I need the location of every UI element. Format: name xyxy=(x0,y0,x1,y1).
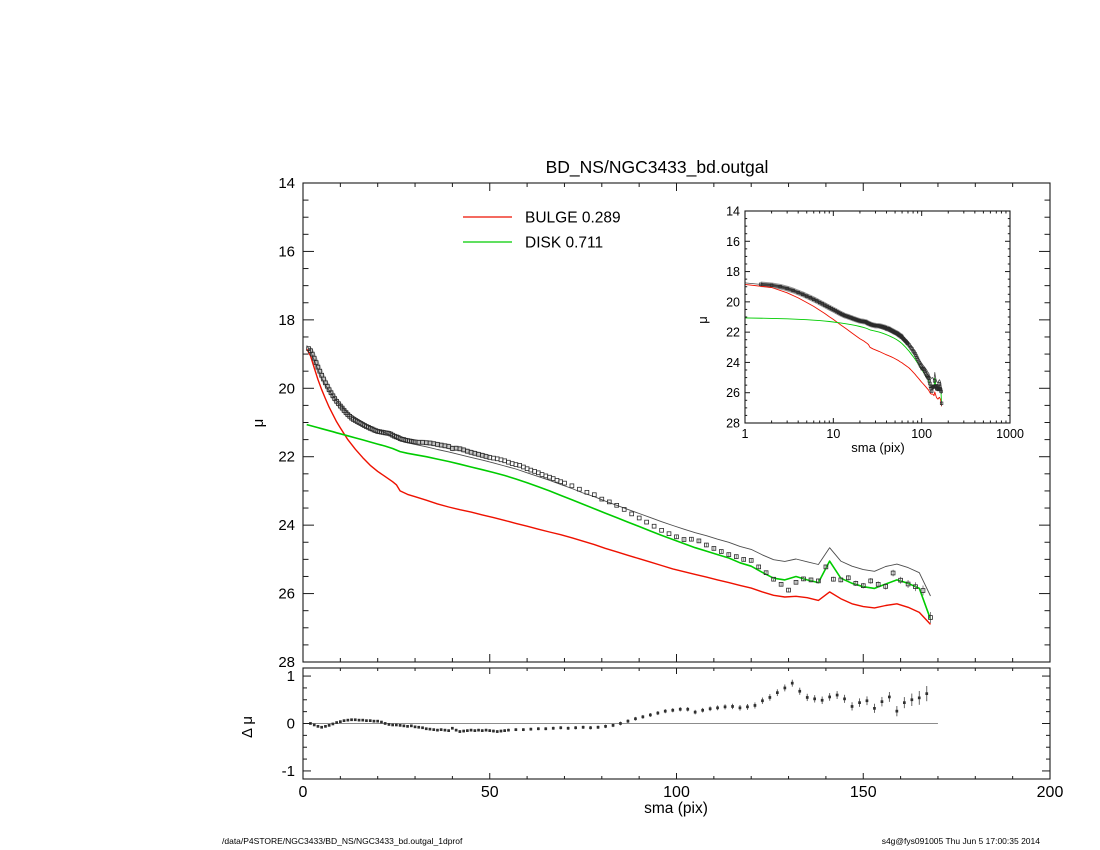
inset-x-tick-label: 1000 xyxy=(996,427,1024,441)
footer-user-timestamp: s4g@fys091005 Thu Jun 5 17:00:35 2014 xyxy=(882,836,1041,846)
observed-points xyxy=(306,346,933,620)
residual-y-axis-label: Δ μ xyxy=(239,716,256,738)
x-tick-label: 50 xyxy=(481,784,499,801)
main-y-axis-label: μ xyxy=(250,419,267,428)
plot-title: BD_NS/NGC3433_bd.outgal xyxy=(546,157,769,178)
main-y-tick-label: 16 xyxy=(278,243,295,260)
footer-file-path: /data/P4STORE/NGC3433/BD_NS/NGC3433_bd.o… xyxy=(222,836,463,846)
residual-y-tick-label: 1 xyxy=(287,668,295,685)
main-y-tick-label: 22 xyxy=(278,449,295,466)
residual-plot: 10-10 50 100 150 200 xyxy=(282,667,1064,801)
residual-y-tick-label: -1 xyxy=(282,763,295,780)
residual-points xyxy=(309,681,929,733)
x-tick-label: 100 xyxy=(663,784,690,801)
inset-y-tick-label: 16 xyxy=(726,235,740,249)
main-y-tick-label: 18 xyxy=(278,312,295,329)
main-y-tick-label: 28 xyxy=(278,654,295,671)
inset-y-tick-label: 18 xyxy=(726,265,740,279)
inset-y-tick-label: 14 xyxy=(726,205,740,219)
inset-y-tick-label: 28 xyxy=(726,417,740,431)
inset-y-tick-label: 24 xyxy=(726,356,740,370)
legend-disk-label: DISK 0.711 xyxy=(525,235,603,252)
x-tick-label: 0 xyxy=(299,784,308,801)
inset-observed-points xyxy=(758,282,944,405)
inset-x-tick-label: 10 xyxy=(826,427,840,441)
residual-y-tick-label: 0 xyxy=(287,716,295,733)
x-tick-label: 150 xyxy=(850,784,877,801)
main-y-tick-label: 26 xyxy=(278,586,295,603)
inset-plot: 14 16 18 20 22 24 26 281 10 100 1000 xyxy=(726,205,1024,442)
main-plot: 14 16 18 20 22 24 26 28 xyxy=(278,175,1051,671)
x-axis-label: sma (pix) xyxy=(644,800,708,817)
inset-x-tick-label: 100 xyxy=(911,427,932,441)
main-y-tick-label: 24 xyxy=(278,517,295,534)
inset-y-tick-label: 20 xyxy=(726,295,740,309)
inset-x-tick-label: 1 xyxy=(742,427,749,441)
disk-line xyxy=(306,423,932,620)
main-y-tick-label: 14 xyxy=(278,175,295,192)
total-model-line xyxy=(306,345,931,597)
main-y-tick-label: 20 xyxy=(278,380,295,397)
inset-y-tick-label: 22 xyxy=(726,326,740,340)
inset-y-axis-label: μ xyxy=(695,316,710,324)
bulge-line xyxy=(306,348,932,625)
legend: BULGE 0.289 DISK 0.711 xyxy=(463,210,621,252)
inset-x-axis-label: sma (pix) xyxy=(851,440,904,455)
legend-bulge-label: BULGE 0.289 xyxy=(525,210,621,227)
inset-y-tick-label: 26 xyxy=(726,386,740,400)
inset-bulge-line xyxy=(744,283,943,407)
x-tick-label: 200 xyxy=(1037,784,1064,801)
